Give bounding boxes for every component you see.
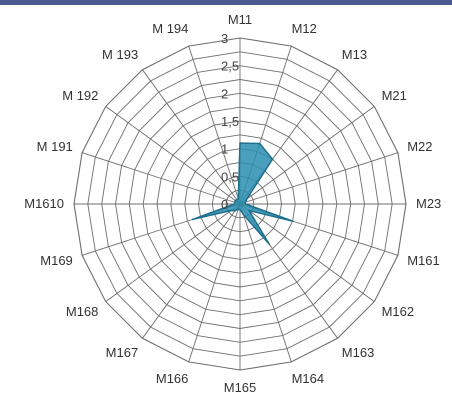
series-point bbox=[244, 203, 247, 205]
grid-spoke bbox=[239, 106, 375, 205]
tick-label: 2 bbox=[221, 86, 228, 101]
category-label: M 191 bbox=[37, 139, 73, 154]
series-point bbox=[233, 203, 236, 205]
series-point bbox=[242, 213, 245, 216]
series-point bbox=[233, 201, 236, 204]
category-label: M23 bbox=[416, 196, 441, 211]
category-label: M169 bbox=[40, 253, 73, 268]
category-label: M22 bbox=[407, 139, 432, 154]
category-label: M11 bbox=[228, 12, 252, 27]
grid-spoke bbox=[188, 45, 241, 205]
category-label: M164 bbox=[292, 371, 325, 386]
radial-tick-labels: 0 0,5 1 1,5 2 2,5 3 bbox=[221, 31, 239, 212]
grid-spoke bbox=[142, 203, 241, 339]
series-point bbox=[244, 201, 247, 204]
tick-label: 3 bbox=[221, 31, 228, 46]
category-label: M1610 bbox=[24, 196, 64, 211]
grid-spoke bbox=[142, 69, 241, 205]
grid-spoke bbox=[239, 203, 375, 302]
series-point bbox=[234, 209, 236, 212]
category-label: M168 bbox=[66, 304, 99, 319]
category-label: M163 bbox=[342, 345, 375, 360]
grid-spoke bbox=[105, 203, 241, 302]
category-label: M167 bbox=[106, 345, 139, 360]
tick-label: 0 bbox=[221, 197, 228, 212]
category-label: M161 bbox=[407, 253, 440, 268]
tick-label: 2,5 bbox=[221, 59, 239, 74]
series-point bbox=[234, 199, 237, 202]
series-point bbox=[235, 198, 238, 201]
category-label: M21 bbox=[382, 88, 407, 103]
top-accent-bar bbox=[0, 0, 452, 5]
category-label: M12 bbox=[292, 21, 317, 36]
category-label: M 192 bbox=[62, 88, 98, 103]
series-point bbox=[237, 197, 240, 200]
series-point bbox=[191, 218, 194, 221]
category-label: M165 bbox=[224, 380, 257, 395]
series-point bbox=[237, 208, 240, 211]
category-label: M166 bbox=[156, 371, 189, 386]
grid-spoke bbox=[81, 152, 241, 205]
category-label: M 193 bbox=[102, 47, 138, 62]
series-point bbox=[230, 209, 232, 212]
grid-spoke bbox=[239, 203, 292, 363]
category-label: M13 bbox=[342, 47, 367, 62]
grid-spoke bbox=[105, 106, 241, 205]
tick-label: 1,5 bbox=[221, 114, 239, 129]
category-label: M 194 bbox=[152, 21, 188, 36]
series-point bbox=[271, 158, 274, 160]
category-labels: M11 M12 M13 M21 M22 M23 M161 M162 M163 M164 M165 M1… bbox=[24, 12, 441, 395]
series-point bbox=[239, 208, 241, 211]
series-point bbox=[245, 198, 248, 200]
category-label: M162 bbox=[382, 304, 415, 319]
tick-label: 1 bbox=[221, 142, 228, 157]
series-point bbox=[291, 220, 294, 222]
tick-label: 0,5 bbox=[221, 169, 239, 184]
series-point bbox=[268, 243, 271, 246]
radar-series bbox=[191, 142, 294, 246]
series-point bbox=[258, 142, 261, 145]
series-point bbox=[239, 142, 241, 144]
grid-spoke bbox=[239, 152, 399, 205]
grid-spoke bbox=[188, 203, 241, 363]
series-point bbox=[248, 209, 250, 212]
